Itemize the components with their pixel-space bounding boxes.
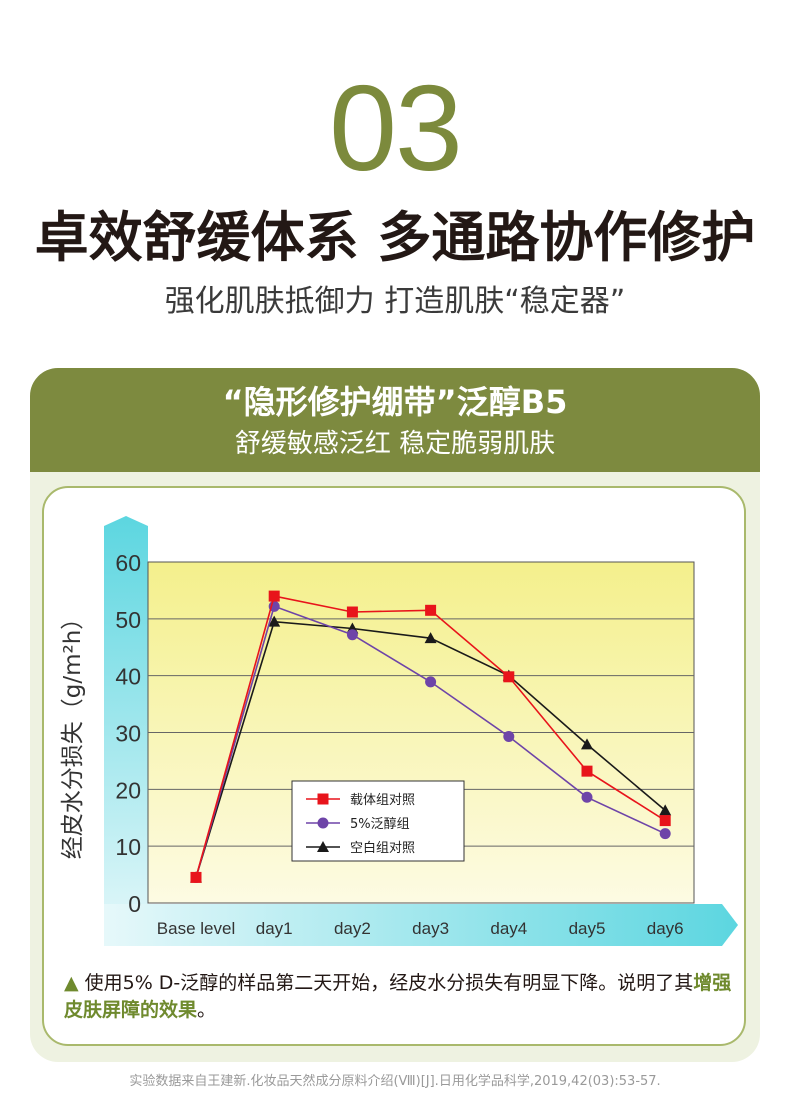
- x-tick-label: day2: [334, 919, 371, 938]
- data-point: [425, 676, 437, 688]
- data-point: [503, 730, 515, 742]
- note-text: 使用5% D-泛醇的样品第二天开始，经皮水分损失有明显下降。说明了其: [84, 972, 694, 994]
- legend-marker: [317, 841, 329, 852]
- data-point: [346, 629, 358, 641]
- data-point: [659, 828, 671, 840]
- data-point: [581, 738, 593, 750]
- legend-marker: [317, 817, 329, 829]
- y-tick-label: 50: [115, 607, 141, 633]
- x-tick-label: day6: [647, 919, 684, 938]
- y-tick-label: 60: [115, 550, 141, 576]
- series-square: [190, 590, 671, 883]
- x-tick-label: day3: [412, 919, 449, 938]
- note-end: 。: [197, 999, 217, 1021]
- card-title: “隐形修护绷带”泛醇B5: [222, 383, 568, 421]
- card-header: “隐形修护绷带”泛醇B5 舒缓敏感泛红 稳定脆弱肌肤: [30, 368, 760, 472]
- section-number: 03: [329, 60, 463, 196]
- legend-label: 空白组对照: [350, 840, 415, 856]
- page-subtitle: 强化肌肤抵御力 打造肌肤“稳定器”: [164, 284, 626, 319]
- legend-label: 载体组对照: [350, 793, 415, 808]
- data-point: [581, 791, 593, 803]
- data-point: [268, 615, 281, 627]
- x-tick-label: day1: [256, 919, 293, 938]
- data-point: [424, 632, 437, 644]
- card-subtitle: 舒缓敏感泛红 稳定脆弱肌肤: [234, 429, 556, 459]
- note-highlight: 增强皮肤屏障的效果: [64, 972, 732, 1021]
- data-point: [503, 671, 515, 683]
- y-tick-label: 10: [115, 834, 141, 860]
- data-point: [425, 604, 437, 616]
- y-tick-label: 30: [115, 721, 141, 747]
- y-axis-title: 经皮水分损失（g/m²h）: [60, 607, 86, 860]
- data-point: [190, 871, 202, 883]
- x-tick-label: day5: [569, 919, 606, 938]
- data-point: [659, 804, 672, 816]
- y-axis-band: [104, 516, 148, 946]
- data-point: [268, 590, 280, 602]
- y-tick-label: 40: [115, 664, 141, 690]
- y-tick-label: 20: [115, 777, 141, 803]
- triangle-bullet-icon: ▲: [64, 972, 79, 994]
- legend-label: 5%泛醇组: [350, 816, 410, 832]
- x-tick-label: Base level: [157, 919, 235, 938]
- data-point: [581, 765, 593, 777]
- data-point: [659, 815, 671, 827]
- page-title: 卓效舒缓体系 多通路协作修护: [34, 206, 756, 269]
- x-tick-label: day4: [490, 919, 527, 938]
- legend-marker: [317, 793, 329, 805]
- y-tick-label: 0: [128, 891, 141, 917]
- x-axis-band: [104, 904, 738, 946]
- chart-note: ▲ 使用5% D-泛醇的样品第二天开始，经皮水分损失有明显下降。说明了其增强皮肤屏…: [64, 970, 744, 1024]
- data-point: [346, 606, 358, 618]
- source-citation: 实验数据来自王建新.化妆品天然成分原料介绍(Ⅷ)[J].日用化学品科学,2019…: [129, 1074, 661, 1089]
